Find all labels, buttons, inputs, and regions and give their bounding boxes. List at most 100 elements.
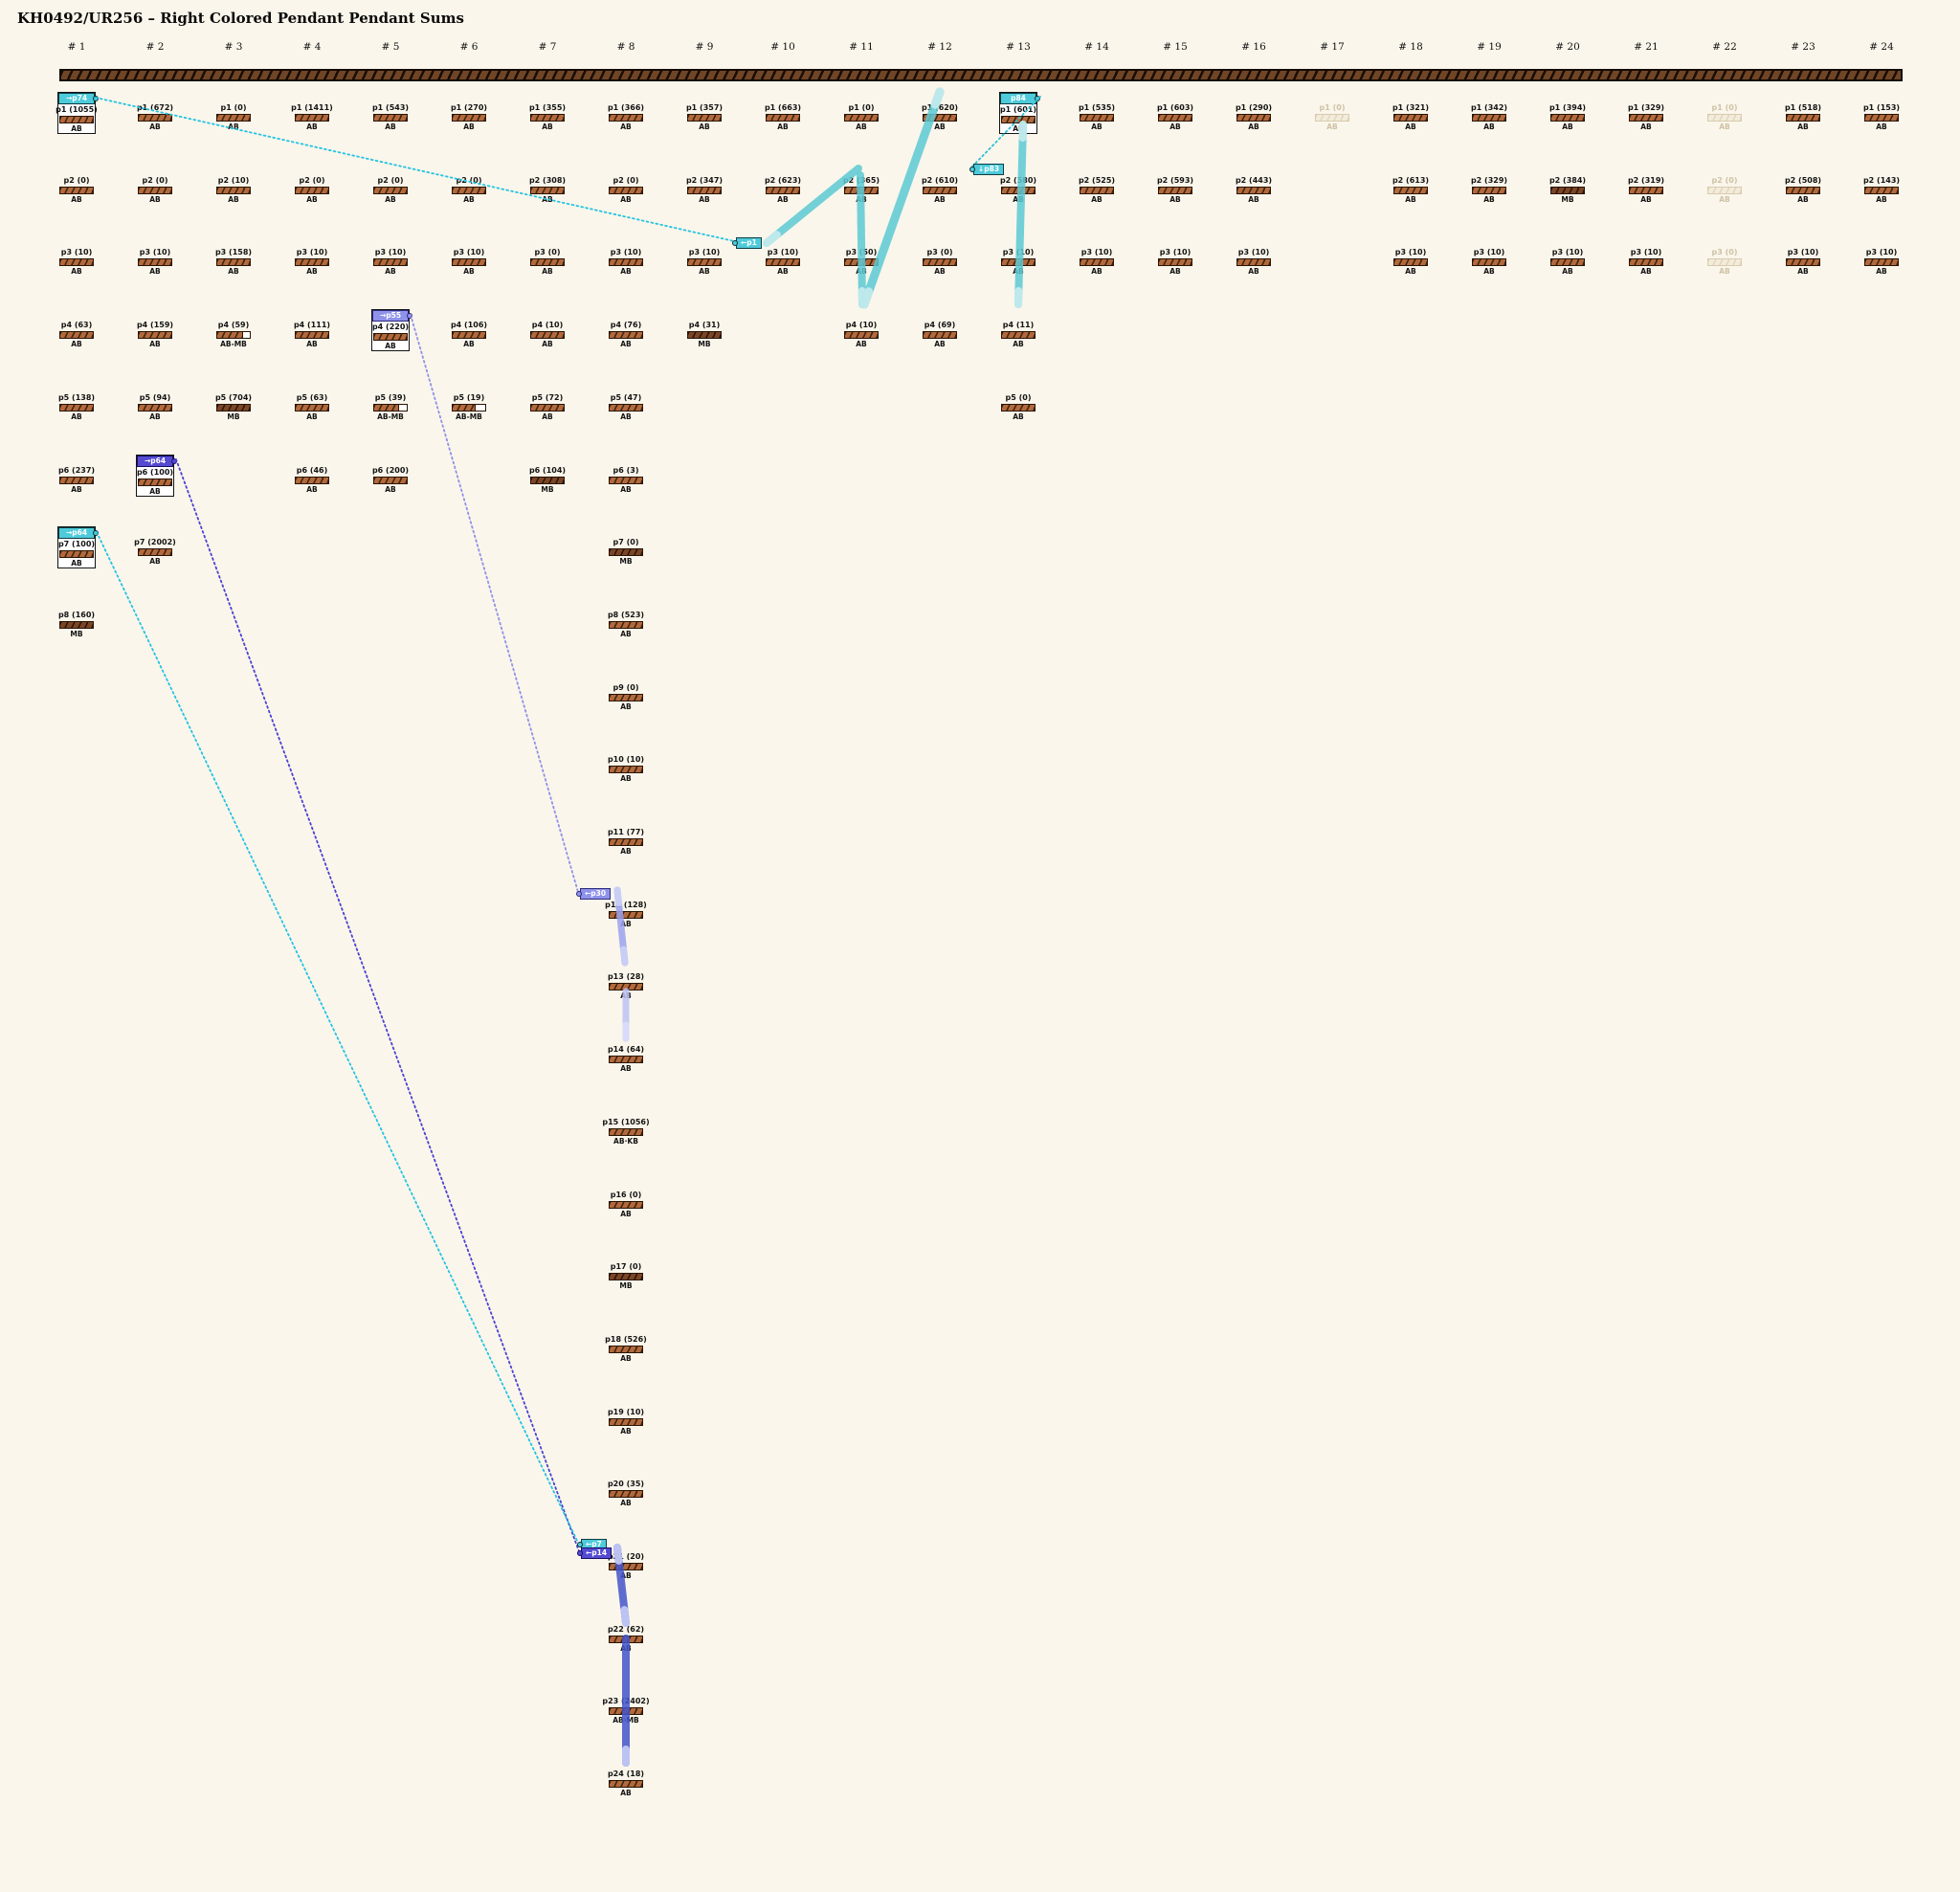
pendant-c8-r4[interactable]: p4 (76) AB	[608, 310, 644, 348]
pendant-c9-r3[interactable]: p3 (10) AB	[686, 237, 723, 276]
pendant-c8-r8[interactable]: p8 (523) AB	[608, 600, 644, 638]
pendant-c19-r2[interactable]: p2 (329) AB	[1471, 166, 1507, 204]
pendant-c3-r4[interactable]: p4 (59) AB-MB	[215, 310, 252, 348]
link-badge[interactable]: p84	[1000, 93, 1040, 104]
pendant-c8-r16[interactable]: p16 (0) AB	[608, 1180, 644, 1218]
pendant-c22-r1[interactable]: p1 (0) AB	[1706, 93, 1743, 131]
pendant-c24-r1[interactable]: p1 (153) AB	[1863, 93, 1900, 131]
pendant-c21-r3[interactable]: p3 (10) AB	[1628, 237, 1664, 276]
pendant-c15-r3[interactable]: p3 (10) AB	[1157, 237, 1193, 276]
pendant-c8-r24[interactable]: p24 (18) AB	[608, 1759, 644, 1797]
pendant-c13-r1[interactable]: p84 p1 (601) AB	[999, 92, 1040, 134]
pendant-c5-r2[interactable]: p2 (0) AB	[372, 166, 409, 204]
pendant-c23-r3[interactable]: p3 (10) AB	[1785, 237, 1821, 276]
pendant-c6-r3[interactable]: p3 (10) AB	[451, 237, 487, 276]
pendant-c10-r2[interactable]: p2 (623) AB	[765, 166, 801, 204]
pendant-c19-r1[interactable]: p1 (342) AB	[1471, 93, 1507, 131]
pendant-c15-r2[interactable]: p2 (593) AB	[1157, 166, 1193, 204]
pendant-c23-r1[interactable]: p1 (518) AB	[1785, 93, 1821, 131]
pendant-c14-r3[interactable]: p3 (10) AB	[1079, 237, 1115, 276]
pendant-c12-r3[interactable]: p3 (0) AB	[922, 237, 958, 276]
pendant-c21-r2[interactable]: p2 (319) AB	[1628, 166, 1664, 204]
pendant-c9-r1[interactable]: p1 (357) AB	[686, 93, 723, 131]
pendant-c4-r1[interactable]: p1 (1411) AB	[291, 93, 333, 131]
pendant-c7-r1[interactable]: p1 (355) AB	[529, 93, 566, 131]
pendant-c8-r23[interactable]: p23 (2402) AB·MB	[602, 1686, 649, 1725]
pendant-c20-r2[interactable]: p2 (384) MB	[1549, 166, 1586, 204]
pendant-c20-r3[interactable]: p3 (10) AB	[1549, 237, 1586, 276]
floating-link-badge[interactable]: ←p14	[577, 1547, 612, 1559]
pendant-c1-r4[interactable]: p4 (63) AB	[58, 310, 95, 348]
pendant-c2-r4[interactable]: p4 (159) AB	[137, 310, 173, 348]
pendant-c11-r1[interactable]: p1 (0) AB	[843, 93, 880, 131]
pendant-c5-r5[interactable]: p5 (39) AB-MB	[372, 383, 409, 421]
pendant-c7-r6[interactable]: p6 (104) MB	[529, 456, 566, 494]
pendant-c9-r2[interactable]: p2 (347) AB	[686, 166, 723, 204]
pendant-c2-r6[interactable]: →p64 p6 (100) AB	[136, 454, 177, 497]
pendant-c8-r9[interactable]: p9 (0) AB	[608, 673, 644, 711]
pendant-c13-r4[interactable]: p4 (11) AB	[1000, 310, 1036, 348]
pendant-c1-r1[interactable]: →p74 p1 (1055) AB	[56, 92, 99, 134]
pendant-c14-r1[interactable]: p1 (535) AB	[1079, 93, 1115, 131]
pendant-c20-r1[interactable]: p1 (394) AB	[1549, 93, 1586, 131]
pendant-c6-r2[interactable]: p2 (0) AB	[451, 166, 487, 204]
pendant-c7-r2[interactable]: p2 (308) AB	[529, 166, 566, 204]
pendant-c8-r21[interactable]: p21 (20) AB	[608, 1542, 644, 1580]
pendant-c22-r3[interactable]: p3 (0) AB	[1706, 237, 1743, 276]
pendant-c11-r2[interactable]: p2 (365) AB	[843, 166, 880, 204]
link-badge[interactable]: →p64	[137, 455, 177, 467]
pendant-c11-r4[interactable]: p4 (10) AB	[843, 310, 880, 348]
pendant-c16-r1[interactable]: p1 (290) AB	[1236, 93, 1272, 131]
pendant-c18-r3[interactable]: p3 (10) AB	[1392, 237, 1429, 276]
pendant-c13-r3[interactable]: p3 (10) AB	[1000, 237, 1036, 276]
pendant-c19-r3[interactable]: p3 (10) AB	[1471, 237, 1507, 276]
pendant-c4-r3[interactable]: p3 (10) AB	[294, 237, 330, 276]
pendant-c8-r11[interactable]: p11 (77) AB	[608, 817, 644, 856]
pendant-c2-r7[interactable]: p7 (2002) AB	[134, 527, 176, 566]
pendant-c16-r2[interactable]: p2 (443) AB	[1236, 166, 1272, 204]
pendant-c11-r3[interactable]: p3 (50) AB	[843, 237, 880, 276]
pendant-c1-r3[interactable]: p3 (10) AB	[58, 237, 95, 276]
pendant-c6-r1[interactable]: p1 (270) AB	[451, 93, 487, 131]
floating-link-badge[interactable]: ←p30	[576, 888, 612, 900]
pendant-c9-r4[interactable]: p4 (31) MB	[686, 310, 723, 348]
pendant-c6-r5[interactable]: p5 (19) AB-MB	[451, 383, 487, 421]
link-badge[interactable]: →p64	[58, 527, 99, 540]
pendant-c1-r6[interactable]: p6 (237) AB	[58, 456, 95, 494]
pendant-c18-r1[interactable]: p1 (321) AB	[1392, 93, 1429, 131]
pendant-c10-r1[interactable]: p1 (663) AB	[765, 93, 801, 131]
pendant-c13-r5[interactable]: p5 (0) AB	[1000, 383, 1036, 421]
pendant-c4-r2[interactable]: p2 (0) AB	[294, 166, 330, 204]
pendant-c8-r12[interactable]: p12 (128) AB	[605, 890, 647, 928]
pendant-c8-r15[interactable]: p15 (1056) AB·KB	[602, 1107, 649, 1146]
pendant-c8-r10[interactable]: p10 (10) AB	[608, 745, 644, 783]
pendant-c12-r4[interactable]: p4 (69) AB	[922, 310, 958, 348]
pendant-c2-r1[interactable]: p1 (672) AB	[137, 93, 173, 131]
pendant-c23-r2[interactable]: p2 (508) AB	[1785, 166, 1821, 204]
pendant-c1-r2[interactable]: p2 (0) AB	[58, 166, 95, 204]
pendant-c3-r5[interactable]: p5 (704) MB	[215, 383, 252, 421]
pendant-c5-r1[interactable]: p1 (543) AB	[372, 93, 409, 131]
pendant-c8-r17[interactable]: p17 (0) MB	[608, 1252, 644, 1290]
pendant-c8-r14[interactable]: p14 (64) AB	[608, 1035, 644, 1073]
pendant-c3-r2[interactable]: p2 (10) AB	[215, 166, 252, 204]
pendant-c8-r19[interactable]: p19 (10) AB	[608, 1397, 644, 1436]
floating-link-badge[interactable]: ←p1	[732, 237, 762, 249]
pendant-c18-r2[interactable]: p2 (613) AB	[1392, 166, 1429, 204]
pendant-c10-r3[interactable]: p3 (10) AB	[765, 237, 801, 276]
pendant-c1-r5[interactable]: p5 (138) AB	[58, 383, 95, 421]
pendant-c17-r1[interactable]: p1 (0) AB	[1314, 93, 1350, 131]
pendant-c7-r4[interactable]: p4 (10) AB	[529, 310, 566, 348]
pendant-c8-r1[interactable]: p1 (366) AB	[608, 93, 644, 131]
pendant-c21-r1[interactable]: p1 (329) AB	[1628, 93, 1664, 131]
pendant-c4-r5[interactable]: p5 (63) AB	[294, 383, 330, 421]
pendant-c15-r1[interactable]: p1 (603) AB	[1157, 93, 1193, 131]
pendant-c7-r5[interactable]: p5 (72) AB	[529, 383, 566, 421]
pendant-c8-r13[interactable]: p13 (28) AB	[608, 962, 644, 1000]
pendant-c5-r3[interactable]: p3 (10) AB	[372, 237, 409, 276]
pendant-c1-r7[interactable]: →p64 p7 (100) AB	[57, 526, 99, 569]
pendant-c8-r22[interactable]: p22 (62) AB	[608, 1614, 644, 1653]
pendant-c5-r4[interactable]: →p55 p4 (220) AB	[371, 309, 412, 352]
pendant-c8-r7[interactable]: p7 (0) MB	[608, 527, 644, 566]
pendant-c24-r2[interactable]: p2 (143) AB	[1863, 166, 1900, 204]
